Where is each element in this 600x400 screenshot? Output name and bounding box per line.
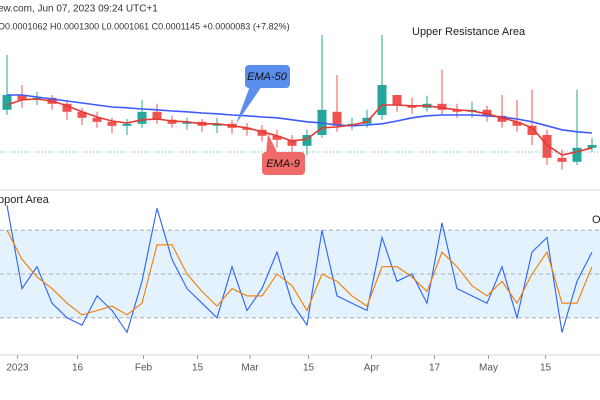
candle-body (257, 129, 267, 136)
oscillator-line (6, 205, 593, 334)
candle-body (497, 115, 507, 122)
oscillator-band (0, 230, 600, 318)
x-tick-label: 15 (192, 363, 204, 374)
legend-entry: EMA-9 (266, 158, 300, 170)
candle-body (77, 111, 87, 118)
candle-body (542, 135, 552, 158)
callout-box (245, 65, 290, 88)
x-tick-label: 2023 (6, 363, 29, 374)
candle-body (17, 95, 27, 100)
candle-body (392, 95, 402, 105)
annotation: Ov (592, 214, 600, 226)
candle-body (137, 111, 147, 124)
candle-body (512, 121, 522, 126)
candle-body (182, 121, 192, 124)
candle-body (482, 109, 492, 116)
x-tick-label: Apr (364, 363, 380, 374)
candle-body (107, 121, 117, 126)
x-tick-label: 15 (540, 363, 552, 374)
candle-body (152, 111, 162, 120)
candle-body (572, 147, 582, 162)
x-tick-label: 16 (72, 363, 84, 374)
candle-body (62, 103, 72, 112)
callout-pointer (236, 86, 262, 124)
x-tick-label: Feb (135, 363, 153, 374)
callout-pointer (266, 134, 278, 154)
candle-body (92, 117, 102, 122)
ema-line (6, 98, 593, 156)
candle-body (377, 85, 387, 115)
x-tick-label: Mar (241, 363, 259, 374)
x-tick-label: 15 (303, 363, 315, 374)
candle-body (287, 139, 297, 146)
chart-title: ew.com, Jun 07, 2023 09:24 UTC+1 (0, 4, 158, 15)
annotation: Upper Resistance Area (412, 26, 526, 38)
candle-body (332, 111, 342, 126)
callout-box (262, 152, 305, 175)
candle-body (122, 123, 132, 126)
candle-body (437, 103, 447, 110)
candle-body (242, 127, 252, 130)
candle-body (2, 95, 12, 110)
oscillator-line (6, 229, 593, 316)
candle-body (527, 125, 537, 135)
candle-body (302, 135, 312, 146)
legend-entry: EMA-50 (247, 71, 288, 83)
ohlc-legend: O0.0001062 H0.0001300 L0.0001061 C0.0001… (0, 21, 290, 31)
candle-body (557, 157, 567, 162)
x-tick-label: May (479, 363, 498, 374)
candle-body (452, 109, 462, 112)
annotation: pport Area (0, 194, 50, 206)
candle-body (587, 145, 597, 148)
candle-body (272, 135, 282, 140)
x-tick-label: 17 (429, 363, 441, 374)
candle-body (212, 123, 222, 126)
